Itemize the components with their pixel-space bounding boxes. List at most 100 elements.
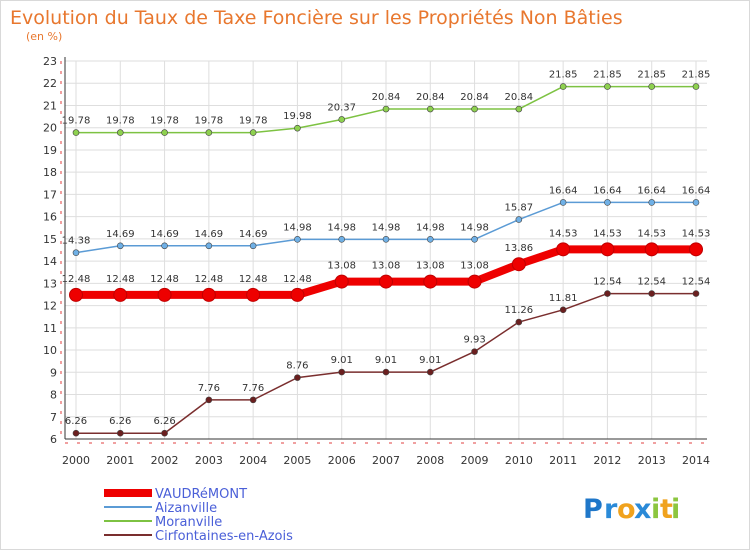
data-label: 20.84 — [460, 92, 489, 103]
axes — [60, 57, 707, 444]
x-tick-label: 2006 — [328, 454, 356, 467]
data-label: 12.48 — [239, 274, 268, 285]
data-point — [604, 83, 611, 90]
data-point — [116, 429, 124, 437]
data-point — [72, 249, 80, 256]
data-label: 11.81 — [549, 293, 578, 304]
data-point — [559, 306, 567, 314]
data-point — [382, 236, 390, 243]
data-point — [161, 429, 168, 437]
data-point — [249, 242, 257, 250]
data-point — [205, 242, 213, 250]
data-point — [426, 105, 434, 113]
data-label: 19.78 — [106, 116, 135, 127]
x-tick-label: 2009 — [461, 454, 489, 467]
y-tick-label: 16 — [43, 211, 57, 224]
data-label: 16.64 — [549, 185, 578, 196]
y-tick-label: 14 — [43, 255, 57, 268]
data-label: 19.78 — [239, 116, 268, 127]
x-axis-ticks: 2000 2001 2002 2003 2004 2005 2006 2007 2008 2009… — [62, 454, 710, 467]
y-tick-label: 18 — [43, 166, 57, 179]
data-label: 7.76 — [198, 383, 220, 394]
data-point — [689, 242, 703, 257]
y-tick-label: 22 — [43, 77, 57, 90]
data-point — [249, 129, 257, 136]
x-tick-label: 2010 — [505, 454, 533, 467]
data-point — [338, 368, 346, 376]
data-point — [382, 368, 390, 376]
data-label: 12.48 — [106, 274, 135, 285]
data-label: 12.48 — [195, 274, 224, 285]
data-label: 19.78 — [195, 116, 224, 127]
data-point — [334, 274, 349, 289]
x-tick-label: 2014 — [682, 454, 710, 467]
data-label: 14.98 — [416, 222, 445, 233]
data-label: 20.84 — [505, 92, 534, 103]
data-point — [116, 129, 124, 136]
chart-subtitle: (en %) — [26, 30, 62, 43]
data-label: 16.64 — [637, 185, 666, 196]
data-point — [294, 236, 301, 243]
data-point — [648, 199, 656, 206]
data-label: 8.76 — [286, 361, 308, 372]
series-moranville: 19.78 19.78 19.78 19.78 19.78 19.98 20.37 20.84… — [62, 70, 710, 136]
data-label: 6.26 — [109, 416, 131, 427]
data-label: 12.54 — [682, 277, 711, 288]
x-tick-label: 2001 — [106, 454, 134, 467]
data-point — [604, 290, 611, 297]
series-aizanville: 14.38 14.69 14.69 14.69 14.69 14.98 14.98 14.98… — [62, 185, 711, 256]
data-point — [692, 199, 700, 206]
y-tick-label: 10 — [43, 344, 57, 357]
data-point — [113, 287, 128, 302]
legend-label: Cirfontaines-en-Azois — [155, 529, 293, 544]
data-point — [556, 242, 571, 257]
data-point — [692, 290, 700, 297]
data-point — [515, 216, 523, 223]
y-tick-label: 8 — [50, 389, 57, 402]
y-tick-label: 11 — [43, 322, 57, 335]
data-label: 15.87 — [505, 203, 534, 214]
y-tick-label: 17 — [43, 188, 57, 201]
data-label: 14.98 — [372, 222, 401, 233]
data-label: 13.08 — [416, 261, 445, 272]
x-tick-label: 2008 — [416, 454, 444, 467]
data-label: 16.64 — [593, 185, 622, 196]
data-label: 12.54 — [637, 277, 666, 288]
data-label: 13.08 — [372, 261, 401, 272]
data-label: 19.78 — [62, 116, 91, 127]
data-label: 14.53 — [549, 228, 578, 239]
data-label: 14.69 — [106, 229, 135, 240]
brand-letter: x — [634, 494, 651, 525]
brand-letter: o — [617, 494, 636, 525]
data-point — [249, 396, 257, 404]
data-label: 14.38 — [62, 236, 91, 247]
series-group: 19.78 19.78 19.78 19.78 19.78 19.98 20.37 20.84… — [62, 70, 711, 437]
data-label: 13.86 — [505, 243, 534, 254]
x-tick-label: 2011 — [549, 454, 577, 467]
data-label: 6.26 — [153, 416, 175, 427]
data-label: 16.64 — [682, 185, 711, 196]
x-tick-label: 2004 — [239, 454, 267, 467]
x-tick-label: 2005 — [283, 454, 311, 467]
data-point — [426, 236, 434, 243]
x-tick-label: 2013 — [638, 454, 666, 467]
brand-letter: P — [583, 494, 603, 525]
data-label: 19.78 — [150, 116, 179, 127]
y-tick-label: 15 — [43, 233, 57, 246]
data-point — [644, 242, 659, 257]
data-label: 21.85 — [593, 70, 622, 81]
data-point — [600, 242, 615, 257]
data-label: 12.48 — [283, 274, 312, 285]
brand-letter: i — [651, 494, 660, 525]
data-label: 14.69 — [239, 229, 268, 240]
data-point — [290, 287, 305, 302]
data-point — [648, 290, 656, 297]
data-label: 9.01 — [331, 355, 353, 366]
data-label: 9.01 — [419, 355, 441, 366]
y-axis-ticks: 6 7 8 9 10 11 12 13 14 15 16 17 18 19 20 21 22 23 — [43, 55, 57, 446]
y-tick-label: 9 — [50, 366, 57, 379]
data-label: 21.85 — [549, 70, 578, 81]
data-label: 20.37 — [327, 102, 356, 113]
